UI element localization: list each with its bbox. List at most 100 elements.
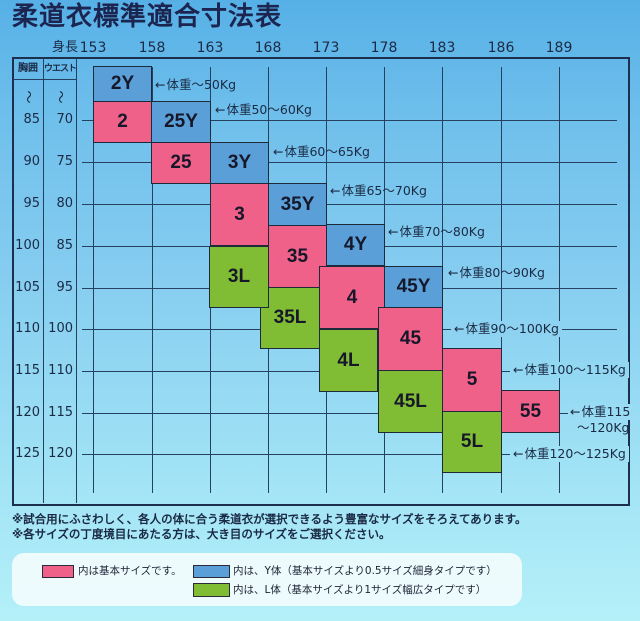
size-label: 2Y [110,73,135,94]
size-cell-2: 2 [93,101,152,143]
grid-line-vertical [559,67,560,493]
legend [12,553,522,606]
weight-text: 体重115 [581,404,631,419]
size-label: 55 [519,400,542,422]
footnote: ※各サイズの丁度境目にあたる方は、大き目のサイズをご選択ください。 [12,527,391,541]
legend-swatch-l [193,583,230,597]
height-tick: 168 [254,40,282,56]
size-label: 3L [227,266,251,287]
size-label: 45L [394,390,427,412]
grid-line-horizontal [82,120,617,121]
size-cell-2y: 2Y [93,66,152,102]
arrow-left-icon: ← [513,446,524,461]
column-divider [43,58,44,503]
weight-text: 体重90〜100Kg [465,321,559,336]
page-title: 柔道衣標準適合寸法表 [12,2,283,32]
weight-text: 体重50〜60Kg [226,102,312,117]
height-tick: 178 [370,40,398,56]
size-cell-25y: 25Y [151,101,211,143]
weight-annotation: ←体重120〜125Kg [510,446,629,462]
weight-annotation: ←体重100〜115Kg [510,362,629,378]
arrow-left-icon: ← [388,224,399,239]
grid-line-vertical [93,67,94,493]
size-label: 35 [286,245,309,267]
size-label: 45 [399,328,422,349]
chest-value: 90 [23,154,40,169]
waist-value: 85 [56,238,73,253]
waist-header: ウエスト [44,64,76,74]
size-label: 35L [273,307,307,328]
size-cell-45l: 45L [378,370,443,433]
weight-text: 体重70〜80Kg [399,224,485,239]
size-cell-5l: 5L [442,411,502,473]
size-cell-4: 4 [319,266,385,329]
legend-label-basic: 内は基本サイズです。 [78,565,182,577]
size-label: 3Y [227,152,252,173]
size-label: 5 [466,369,478,390]
chest-value: 85 [23,112,40,127]
grid-line-horizontal [82,204,617,205]
chest-value: 115 [15,363,40,378]
size-label: 5L [460,431,484,452]
footnote: ※試合用にふさわしく、各人の体に合う柔道衣が選択できるよう豊富なサイズをそろえて… [12,512,527,526]
weight-text: 体重100〜115Kg [524,362,626,377]
arrow-left-icon: ← [330,183,341,198]
size-cell-55: 55 [501,390,560,433]
arrow-left-icon: ← [155,77,166,92]
size-label: 35Y [280,193,315,215]
weight-annotation: ←体重〜50Kg [155,77,236,93]
grid-line-horizontal [82,413,617,414]
range-mark: 〜 [52,90,67,104]
height-tick: 183 [428,40,456,56]
size-cell-4l: 4L [319,329,378,392]
chest-value: 105 [15,280,40,295]
size-cell-3y: 3Y [210,142,269,184]
weight-annotation: ←体重90〜100Kg [451,321,562,337]
size-label: 25Y [164,111,198,132]
waist-value: 80 [56,196,73,211]
waist-value: 120 [48,446,73,461]
weight-annotation: ←体重80〜90Kg [448,265,545,281]
height-tick: 186 [487,40,515,56]
chest-value: 120 [15,405,40,420]
size-label: 4L [337,349,360,371]
grid-line-horizontal [82,454,617,455]
arrow-left-icon: ← [570,404,581,419]
weight-annotation: ←体重50〜60Kg [215,102,312,118]
size-cell-25: 25 [151,142,211,184]
size-cell-5: 5 [442,348,502,412]
size-cell-3: 3 [210,183,269,246]
chest-value: 95 [23,196,40,211]
size-cell-4y: 4Y [326,224,385,266]
size-label: 3 [234,203,245,225]
chest-value: 125 [15,446,40,461]
height-axis-label: 身長 [51,40,78,55]
legend-swatch-basic [42,565,74,578]
legend-label-l: 内は、L体（基本サイズより1サイズ幅広タイプです） [233,584,487,596]
size-cell-45y: 45Y [384,266,443,308]
height-tick: 163 [196,40,224,56]
waist-value: 95 [56,280,73,295]
weight-text: 体重120〜125Kg [524,446,626,461]
weight-annotation: ←体重60〜65Kg [273,144,370,160]
weight-annotation: ←体重65〜70Kg [330,183,427,199]
height-tick: 153 [79,40,107,56]
weight-text: 体重〜50Kg [166,77,237,92]
arrow-left-icon: ← [215,102,226,117]
size-label: 4Y [343,234,368,255]
size-table-frame [12,57,630,506]
legend-label-y: 内は、Y体（基本サイズより0.5サイズ細身タイプです） [233,565,497,577]
grid-line-vertical [501,67,502,493]
waist-value: 115 [48,405,73,420]
waist-value: 75 [56,154,73,169]
size-cell-45: 45 [378,307,443,371]
size-cell-35l: 35L [260,287,320,349]
column-divider [76,58,77,503]
size-cell-3l: 3L [209,246,269,308]
weight-annotation: ←体重70〜80Kg [388,224,485,240]
waist-value: 70 [56,112,73,127]
height-tick: 189 [545,40,573,56]
weight-annotation-cont: 〜120Kg [577,420,630,435]
waist-value: 100 [48,321,73,336]
arrow-left-icon: ← [513,362,524,377]
